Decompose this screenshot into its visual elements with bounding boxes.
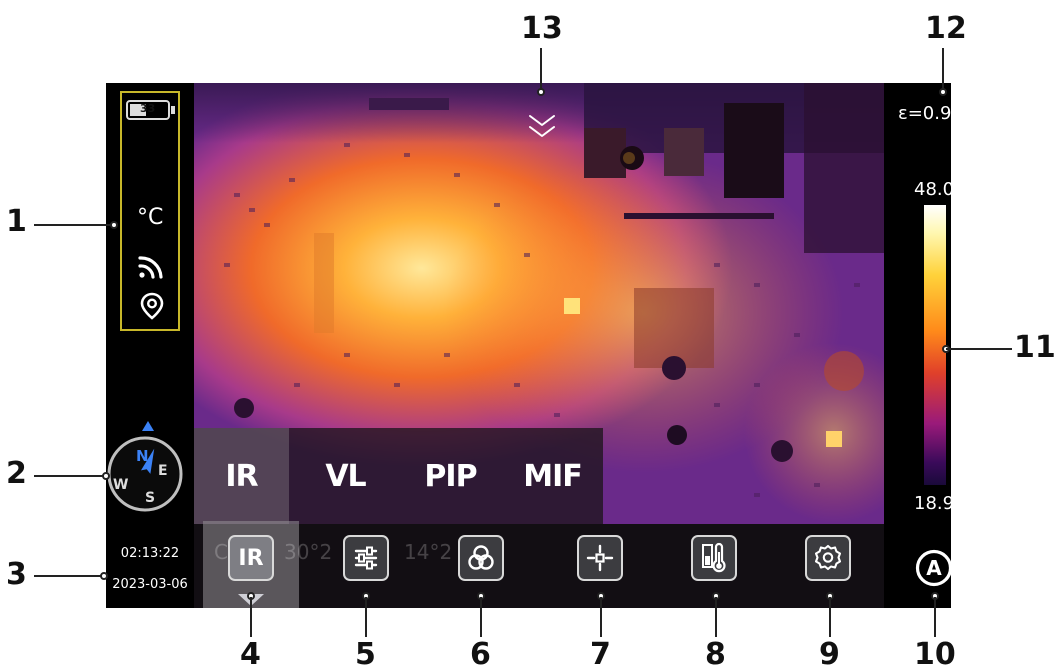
temperature-unit: °C: [137, 205, 164, 230]
camera-screen: 33 °C N E S W 02:13:22 2023-03-06 IR VL …: [106, 83, 951, 608]
compass-west: W: [113, 477, 128, 493]
mode-ir[interactable]: IR: [194, 428, 289, 524]
bottom-toolbar: C 30°2 14°2 IR: [194, 521, 884, 608]
faded-readout-2: 30°2: [284, 540, 333, 564]
scale-min-value: 18.9: [914, 493, 951, 514]
measurement-point-button[interactable]: [577, 535, 623, 581]
leader-line-6: [480, 597, 482, 637]
clock-time: 02:13:22: [120, 546, 180, 561]
callout-4: 4: [240, 637, 261, 672]
callout-3: 3: [6, 557, 27, 592]
temperature-settings-button[interactable]: [691, 535, 737, 581]
thermometer-icon: [702, 542, 726, 573]
leader-line-13: [540, 48, 542, 90]
location-pin-icon: [140, 292, 164, 320]
mode-button-label: IR: [238, 545, 264, 571]
leader-line-11: [946, 348, 1012, 350]
auto-mode-label: A: [926, 556, 942, 580]
image-mode-panel: IR VL PIP MIF: [194, 428, 603, 524]
callout-6: 6: [470, 637, 491, 672]
gear-icon: [814, 544, 842, 571]
pull-down-chevrons-icon[interactable]: [527, 110, 557, 144]
leader-line-5: [365, 597, 367, 637]
callout-1: 1: [6, 204, 27, 239]
leader-dot-2: [102, 472, 110, 480]
leader-dot-13: [537, 88, 545, 96]
compass-south: S: [145, 490, 155, 506]
emissivity-value[interactable]: ε=0.95: [898, 103, 951, 124]
mode-mif[interactable]: MIF: [523, 458, 583, 494]
clock-date: 2023-03-06: [112, 577, 188, 592]
leader-line-9: [829, 597, 831, 637]
scale-max-value: 48.0: [914, 179, 951, 200]
palette-button[interactable]: [458, 535, 504, 581]
callout-11: 11: [1014, 330, 1055, 365]
status-indicators-panel: 33 °C: [120, 91, 180, 331]
compass-east: E: [158, 463, 168, 479]
mode-vl[interactable]: VL: [325, 458, 366, 494]
leader-line-3: [34, 575, 104, 577]
compass-north: N: [136, 447, 149, 465]
sliders-icon: [354, 546, 378, 570]
leader-line-8: [715, 597, 717, 637]
leader-dot-1: [110, 221, 118, 229]
auto-mode-icon[interactable]: A: [914, 548, 951, 588]
mode-button[interactable]: IR: [228, 535, 274, 581]
adjust-button[interactable]: [343, 535, 389, 581]
wifi-icon: [138, 256, 163, 279]
temperature-color-scale: [924, 205, 946, 485]
leader-line-2: [34, 475, 106, 477]
callout-8: 8: [705, 637, 726, 672]
battery-icon: [126, 100, 175, 120]
leader-line-4: [250, 597, 252, 637]
faded-readout-3: 14°2: [404, 540, 453, 564]
callout-10: 10: [914, 637, 956, 672]
leader-line-12: [942, 48, 944, 90]
leader-line-1: [34, 224, 114, 226]
leader-dot-3: [100, 572, 108, 580]
settings-button[interactable]: [805, 535, 851, 581]
callout-12: 12: [925, 11, 967, 46]
compass-widget[interactable]: N E S W: [106, 417, 190, 513]
palette-circles-icon: [468, 545, 494, 570]
callout-9: 9: [819, 637, 840, 672]
callout-5: 5: [355, 637, 376, 672]
callout-2: 2: [6, 456, 27, 491]
mode-pip[interactable]: PIP: [424, 458, 477, 494]
crosshair-point-icon: [586, 544, 614, 572]
leader-line-10: [934, 597, 936, 637]
faded-readout-1: C: [214, 540, 228, 564]
leader-dot-12: [939, 88, 947, 96]
battery-level: 33: [140, 102, 156, 115]
leader-line-7: [600, 597, 602, 637]
callout-7: 7: [590, 637, 611, 672]
callout-13: 13: [521, 11, 563, 46]
